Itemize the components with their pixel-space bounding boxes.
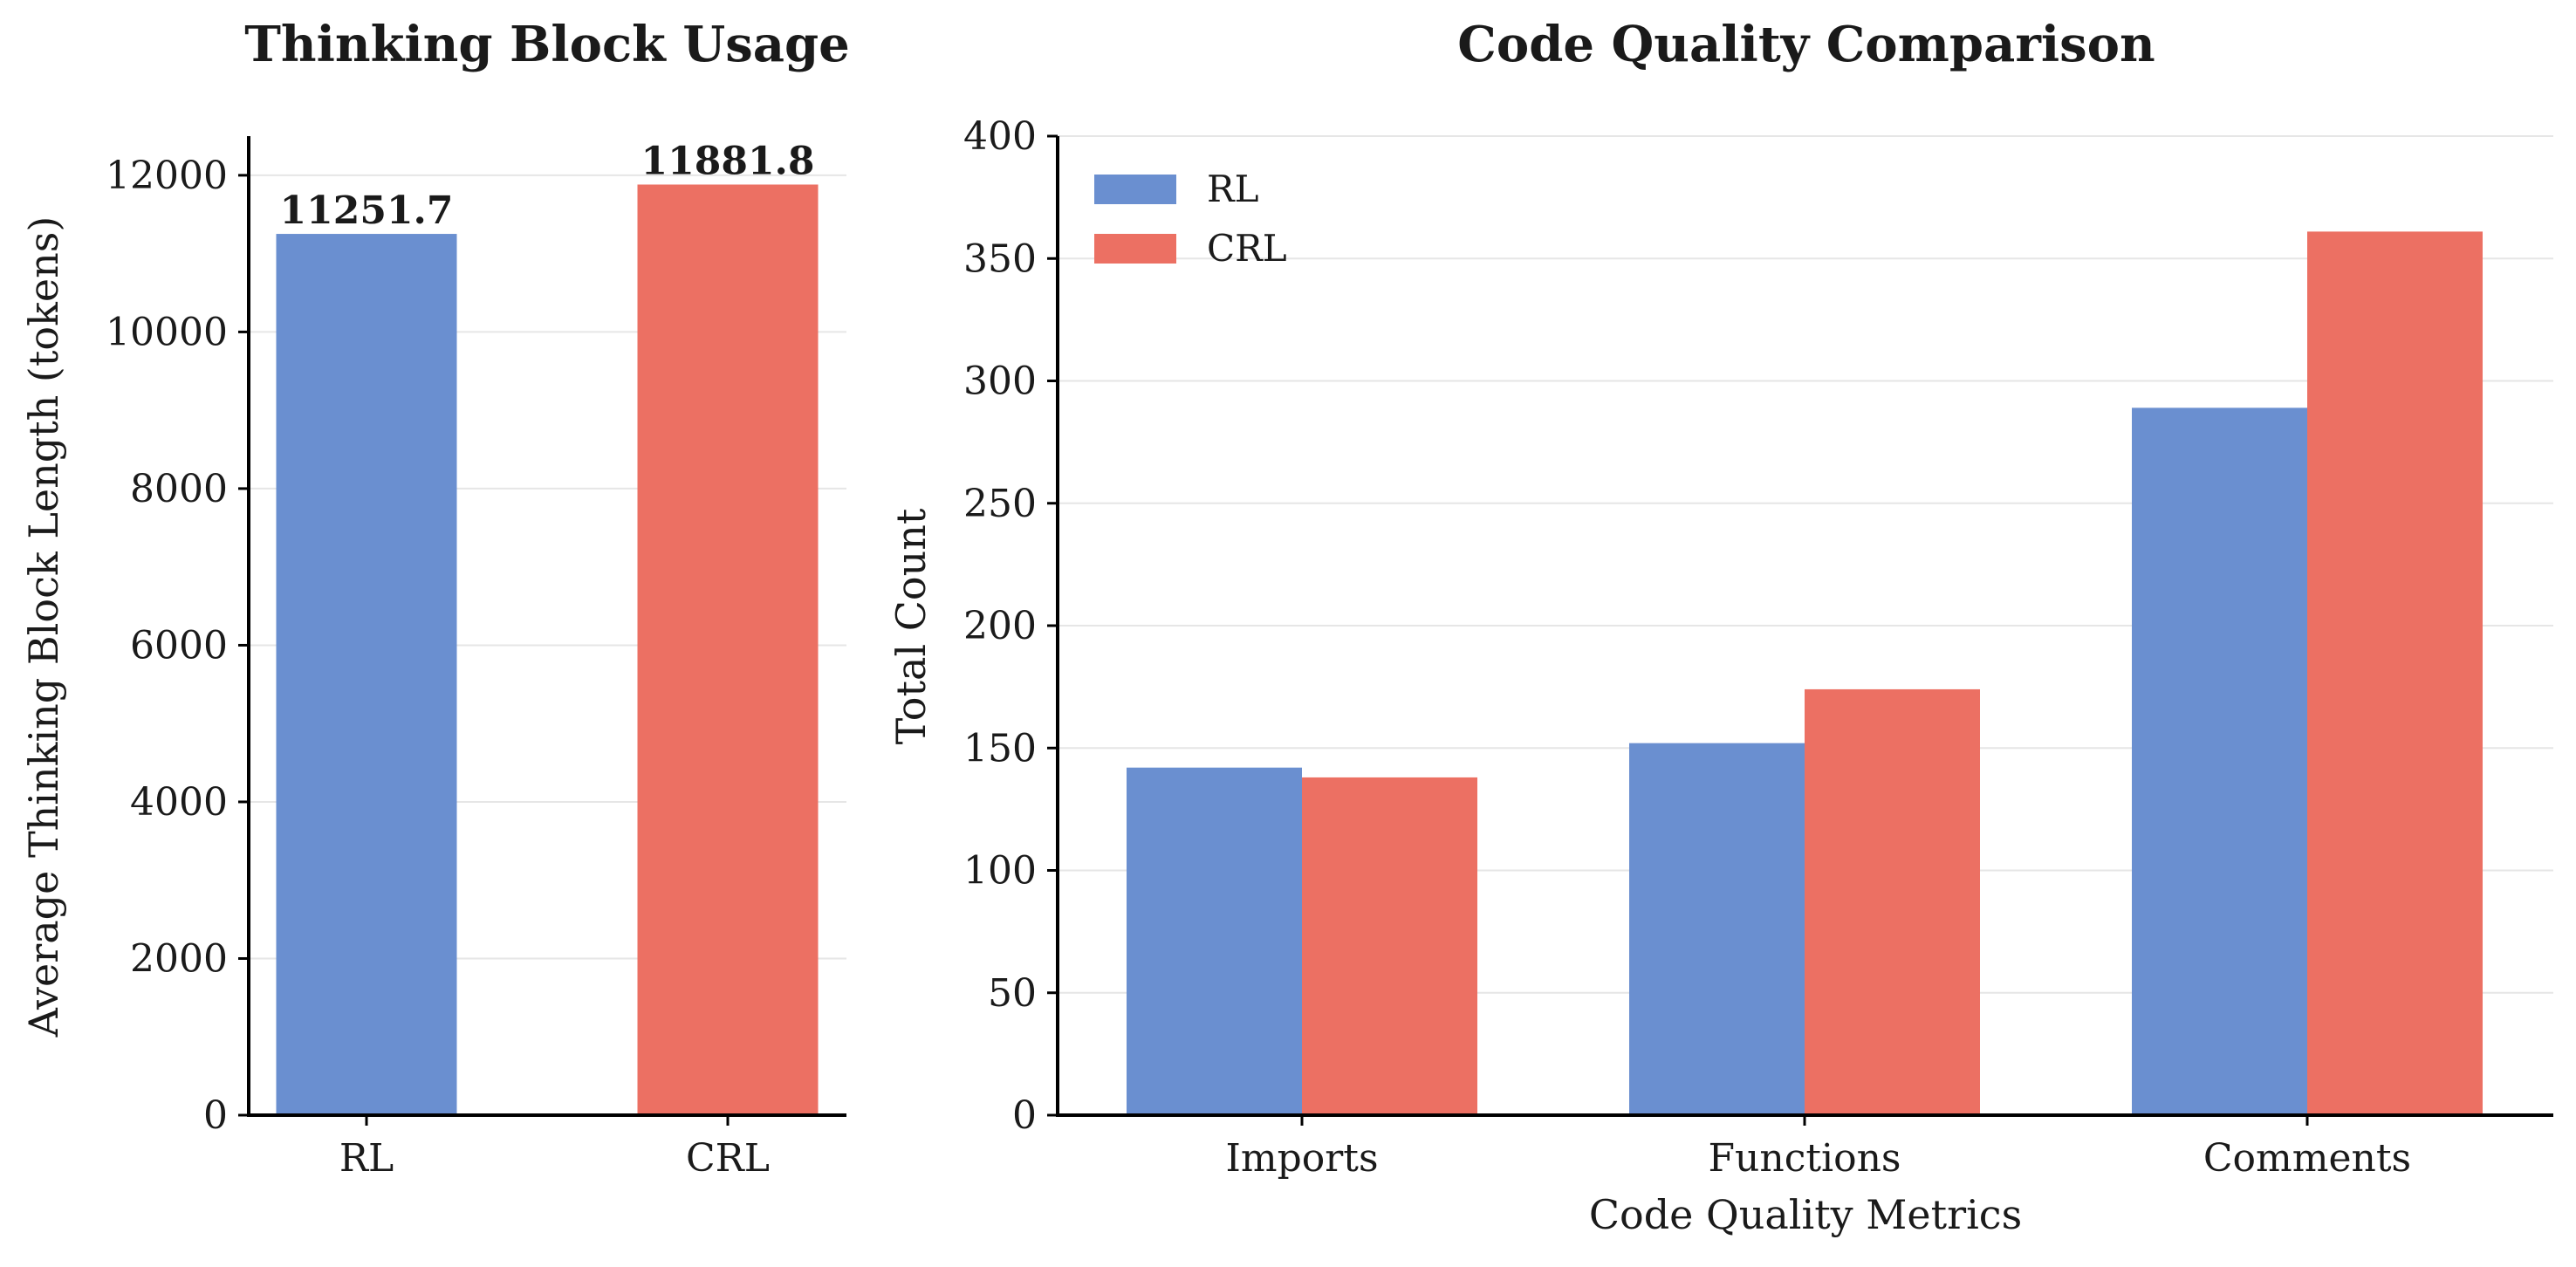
left-y-tick-label: 8000 <box>130 467 228 511</box>
bar-rl-imports <box>1127 767 1302 1115</box>
left-y-tick-label: 2000 <box>130 936 228 981</box>
left-chart-title: Thinking Block Usage <box>244 16 850 73</box>
right-y-tick-label: 100 <box>963 849 1037 894</box>
right-x-tick-label: Comments <box>2203 1136 2411 1181</box>
bar-crl-comments <box>2307 231 2483 1115</box>
code-quality-comparison-panel: Code Quality Comparison 0 50 100 150 200 250 3… <box>887 16 2553 1238</box>
thinking-block-usage-panel: Thinking Block Usage 11251.7 11881.8 0 200… <box>20 16 850 1181</box>
bar-crl-functions <box>1805 688 1980 1115</box>
right-y-tick-label: 0 <box>1012 1093 1037 1138</box>
left-x-tick-label: CRL <box>686 1136 770 1181</box>
right-y-tick-label: 50 <box>988 971 1037 1016</box>
right-y-tick-label: 350 <box>963 236 1037 281</box>
right-y-tick-label: 400 <box>963 114 1037 159</box>
left-y-tick-label: 0 <box>203 1093 228 1138</box>
right-x-axis-label: Code Quality Metrics <box>1589 1191 2022 1238</box>
legend-swatch-rl <box>1094 175 1176 204</box>
left-y-tick-label: 12000 <box>106 154 228 198</box>
right-y-tick-label: 200 <box>963 604 1037 648</box>
right-chart-title: Code Quality Comparison <box>1457 16 2155 73</box>
bar-rl-comments <box>2132 407 2307 1116</box>
bar-crl-imports <box>1302 777 1477 1115</box>
bar-rl-functions <box>1629 743 1805 1115</box>
legend-label-rl: RL <box>1207 168 1259 210</box>
legend-swatch-crl <box>1094 234 1176 264</box>
left-y-tick-label: 4000 <box>130 780 228 825</box>
bar-rl <box>276 234 457 1116</box>
data-label-rl: 11251.7 <box>279 188 453 233</box>
left-y-axis-label: Average Thinking Block Length (tokens) <box>20 216 67 1038</box>
right-y-axis-label: Total Count <box>887 508 935 744</box>
left-y-tick-label: 6000 <box>130 623 228 668</box>
left-y-tick-label: 10000 <box>106 310 228 354</box>
right-x-tick-label: Imports <box>1225 1136 1378 1181</box>
right-x-tick-label: Functions <box>1708 1136 1901 1181</box>
right-y-tick-label: 300 <box>963 360 1037 404</box>
legend-label-crl: CRL <box>1207 227 1287 270</box>
right-y-tick-label: 150 <box>963 726 1037 770</box>
data-label-crl: 11881.8 <box>641 139 814 183</box>
right-y-tick-label: 250 <box>963 482 1037 526</box>
bar-crl <box>637 184 819 1116</box>
left-x-tick-label: RL <box>339 1136 394 1181</box>
legend: RL CRL <box>1094 168 1287 270</box>
